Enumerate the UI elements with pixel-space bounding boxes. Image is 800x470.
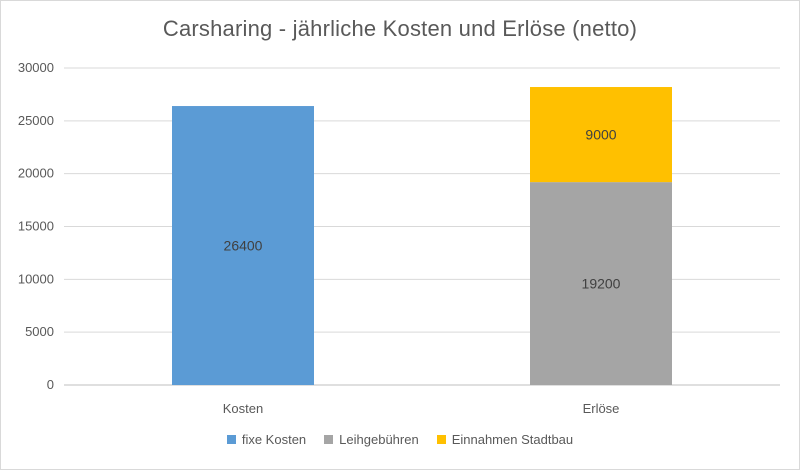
legend: fixe Kosten Leihgebühren Einnahmen Stadtba… [0,432,800,447]
bar-leihgebühren [530,182,672,385]
legend-item: Leihgebühren [324,432,419,447]
y-tick-label: 5000 [25,324,54,339]
data-label: 9000 [585,127,616,143]
legend-swatch [436,435,446,444]
legend-label: fixe Kosten [241,432,307,447]
data-label: 26400 [224,238,263,254]
bars: 26400 19200 9000 [172,87,672,385]
chart-title: Carsharing - jährliche Kosten und Erlöse… [162,16,638,41]
y-axis: 0 5000 10000 15000 20000 25000 30000 [18,60,54,392]
y-tick-label: 30000 [18,60,54,75]
x-axis: Kosten Erlöse [223,401,620,416]
legend-label: Leihgebühren [339,432,419,447]
legend-swatch [324,435,334,444]
legend-item: Einnahmen Stadtbau [436,432,574,447]
y-tick-label: 0 [47,377,54,392]
bar-fixe-kosten [172,106,314,385]
x-tick-label: Kosten [223,401,263,416]
bar-einnahmen-stadtbau [530,87,672,183]
y-tick-label: 20000 [18,166,54,181]
gridlines [64,67,780,386]
y-tick-label: 15000 [18,219,54,234]
legend-label: Einnahmen Stadtbau [451,432,574,447]
legend-item: fixe Kosten [226,432,307,447]
x-tick-label: Erlöse [583,401,620,416]
y-tick-label: 10000 [18,271,54,286]
data-label: 19200 [582,276,621,292]
y-tick-label: 25000 [18,113,54,128]
legend-swatch [226,435,236,444]
